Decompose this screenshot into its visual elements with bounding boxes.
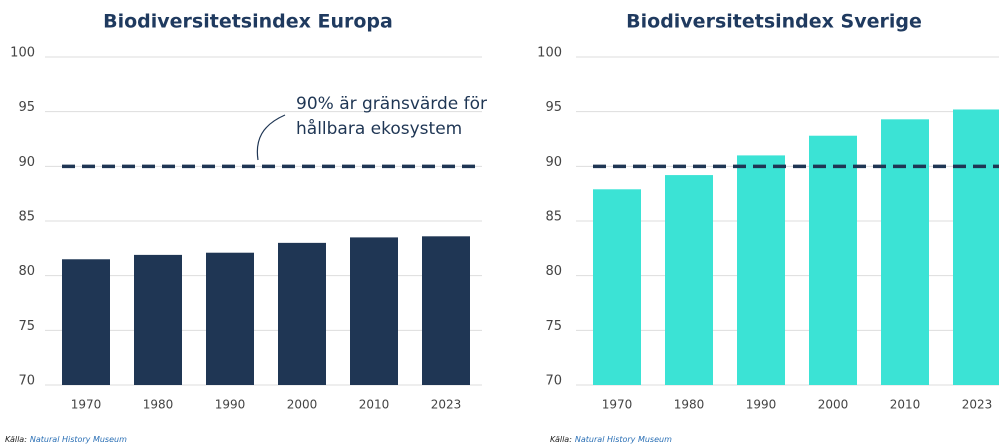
source: Källa: Natural History Museum: [5, 435, 127, 444]
x-tick-label: 1980: [143, 398, 174, 412]
x-tick-label: 2010: [890, 398, 921, 412]
annotation: hållbara ekosystem: [296, 118, 462, 139]
x-tick-label: 1990: [746, 398, 777, 412]
chart-title: Biodiversitetsindex Europa: [103, 11, 393, 33]
y-tick-label: 95: [18, 100, 35, 115]
bar: [737, 155, 785, 385]
source-label: Källa:: [5, 435, 27, 444]
bar: [953, 109, 999, 385]
y-tick-label: 85: [18, 210, 35, 225]
bar: [881, 119, 929, 385]
annotation: 90% är gränsvärde för: [296, 94, 487, 114]
bar: [206, 252, 254, 385]
chart-title: Biodiversitetsindex Sverige: [626, 11, 922, 33]
x-tick-label: 1990: [215, 398, 246, 412]
y-tick-label: 80: [545, 264, 562, 279]
bar: [809, 135, 857, 385]
x-tick-label: 2010: [359, 398, 390, 412]
bar: [665, 175, 713, 385]
bar: [134, 254, 182, 385]
x-tick-label: 1970: [602, 398, 633, 412]
y-tick-label: 80: [18, 264, 35, 279]
x-tick-label: 2023: [962, 398, 993, 412]
y-tick-label: 75: [545, 319, 562, 334]
y-tick-label: 95: [545, 100, 562, 115]
y-tick-label: 75: [18, 319, 35, 334]
source-name: Natural History Museum: [30, 435, 127, 444]
annotation-connector: [256, 114, 286, 161]
bar: [278, 242, 326, 385]
y-tick-label: 90: [18, 155, 35, 170]
y-tick-label: 85: [545, 210, 562, 225]
bar: [593, 189, 641, 385]
y-tick-label: 70: [545, 374, 562, 389]
source-name: Natural History Museum: [575, 435, 672, 444]
x-tick-label: 2000: [818, 398, 849, 412]
x-tick-label: 2000: [287, 398, 318, 412]
y-tick-label: 90: [545, 155, 562, 170]
source-label: Källa:: [550, 435, 572, 444]
x-tick-label: 2023: [431, 398, 462, 412]
bar: [62, 259, 110, 385]
x-tick-label: 1970: [71, 398, 102, 412]
source: Källa: Natural History Museum: [550, 435, 672, 444]
y-tick-label: 100: [537, 46, 562, 61]
bar: [350, 237, 398, 385]
y-tick-label: 100: [10, 46, 35, 61]
x-tick-label: 1980: [674, 398, 705, 412]
bar: [422, 236, 470, 385]
y-tick-label: 70: [18, 374, 35, 389]
